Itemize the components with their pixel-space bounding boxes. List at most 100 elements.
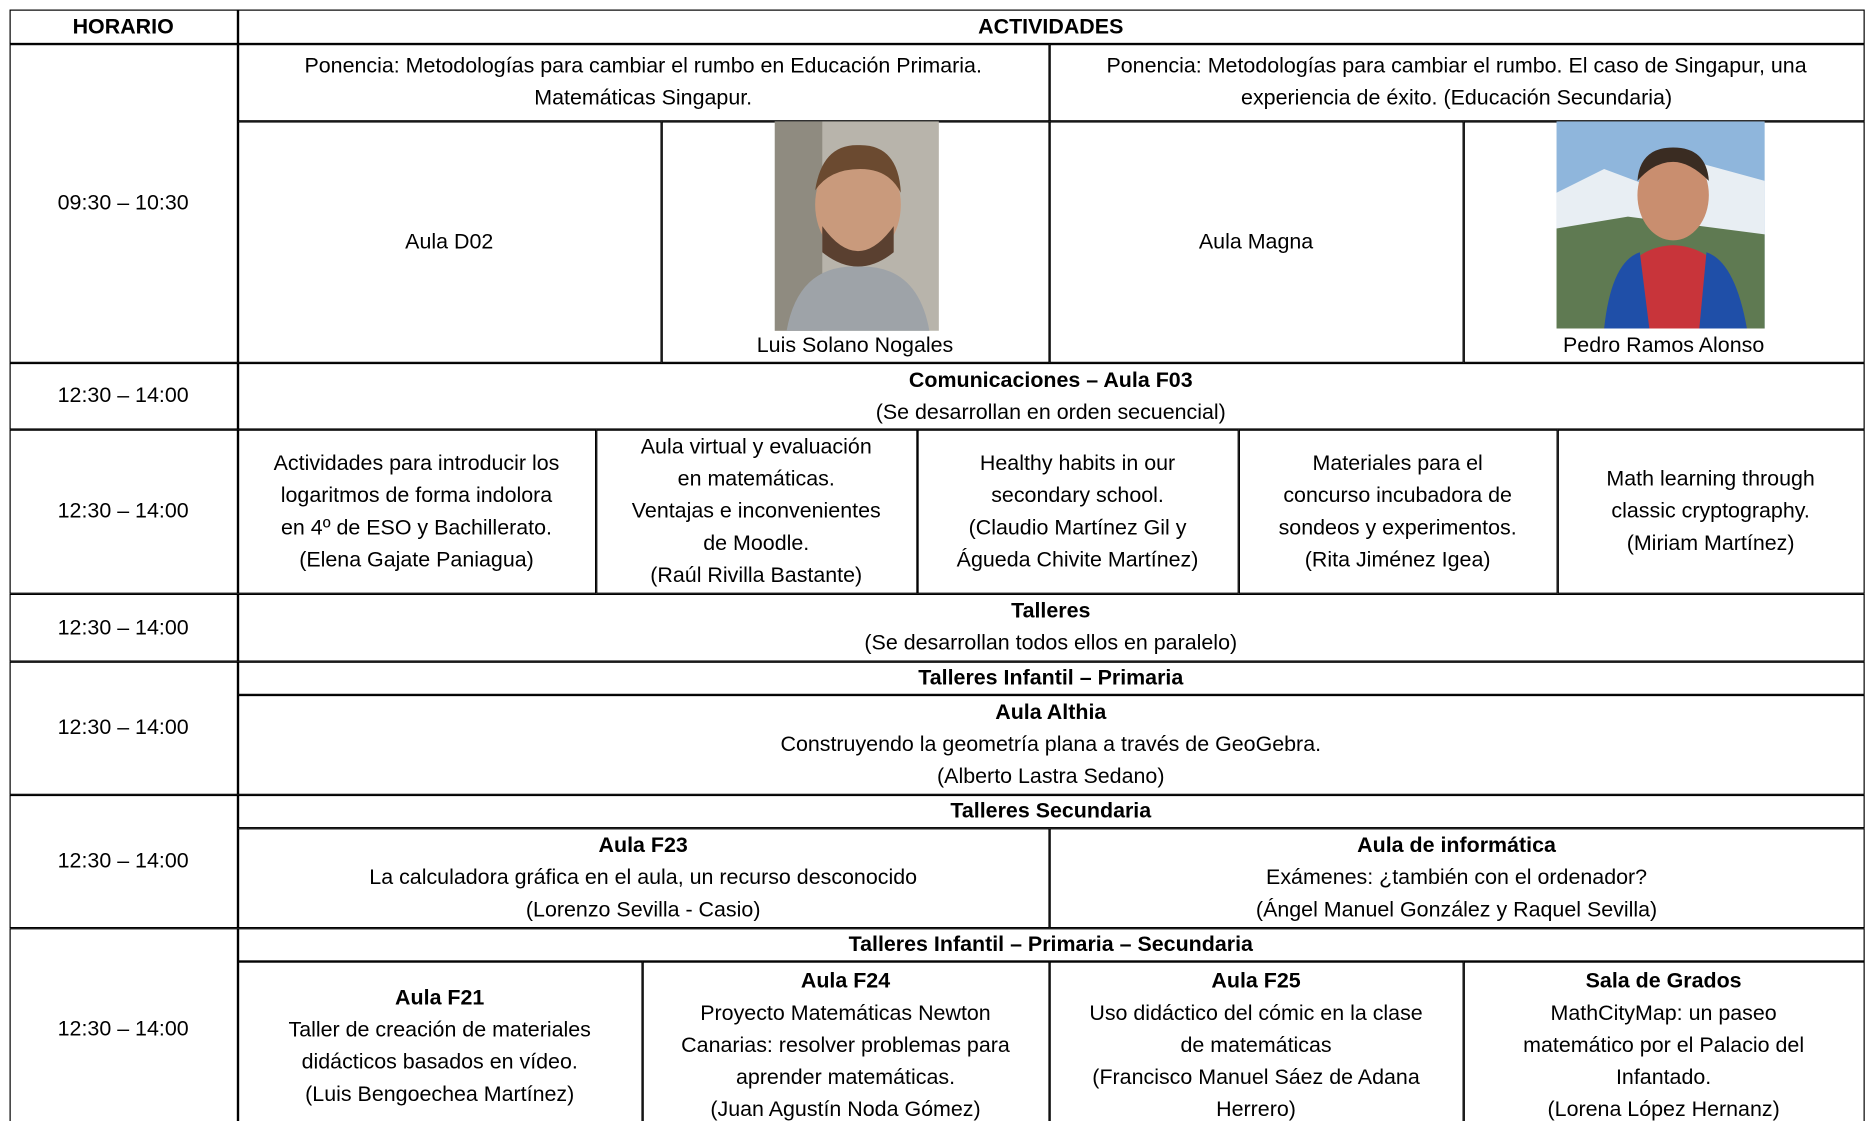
workshop-text: de matemáticas [1180, 1032, 1332, 1057]
table-cell: Actividades para introducir los logaritmo… [237, 428, 596, 594]
workshop-text: (Luis Bengoechea Martínez) [305, 1081, 575, 1105]
communication: (Raúl Rivilla Bastante) [650, 562, 863, 587]
communication: (Rita Jiménez Igea) [1304, 546, 1491, 571]
room: Aula F21 [395, 984, 485, 1009]
time-cell: 12:30 – 14:00 [8, 428, 238, 594]
time-cell: 12:30 – 14:00 [8, 661, 238, 795]
workshop-text: aprender matemáticas. [735, 1065, 956, 1089]
communication: sondeos y experimentos. [1278, 514, 1517, 539]
talk-title: experiencia de éxito. (Educación Secunda… [1241, 85, 1673, 110]
room: Aula F24 [800, 968, 891, 993]
communication: en 4º de ESO y Bachillerato. [281, 514, 552, 539]
column-header: HORARIO [72, 13, 174, 38]
table-cell: Aula Magna [1048, 120, 1464, 363]
workshop-text: MathCityMap: un paseo [1550, 1000, 1777, 1025]
communication: Aula virtual y evaluación [640, 434, 872, 459]
table-cell: Ponencia: Metodologías para cambiar el r… [237, 43, 1049, 121]
table-cell: Talleres (Se desarrollan todos ellos en p… [237, 593, 1865, 662]
section-title: Talleres Infantil – Primaria – Secundari… [848, 931, 1253, 956]
table-cell: Aula F24 Proyecto Matemáticas Newton Canar… [642, 960, 1049, 1121]
time-slot: 09:30 – 10:30 [57, 190, 189, 215]
talk-title: Ponencia: Metodologías para cambiar el r… [1106, 53, 1807, 78]
section-note: (Se desarrollan todos ellos en paralelo) [864, 630, 1238, 655]
table-cell: Aula virtual y evaluación en matemáticas.… [595, 428, 917, 594]
time-cell: 12:30 – 14:00 [8, 362, 238, 429]
speaker-name: Luis Solano Nogales [756, 332, 954, 357]
workshop-text: (Ángel Manuel González y Raquel Sevilla) [1255, 897, 1658, 922]
communication: Águeda Chivite Martínez) [956, 546, 1199, 571]
table-cell: Healthy habits in our secondary school. (C… [916, 428, 1239, 594]
room: Aula Magna [1198, 229, 1314, 253]
time-cell: 09:30 – 10:30 [8, 43, 238, 363]
header-cell: ACTIVIDADES [237, 8, 1865, 44]
time-slot: 12:30 – 14:00 [57, 848, 189, 873]
table-cell: Aula D02 [237, 120, 662, 363]
workshop-text: Proyecto Matemáticas Newton [700, 1000, 991, 1025]
table-cell: Comunicaciones – Aula F03 (Se desarrollan… [237, 362, 1865, 429]
table-cell: Math learning through classic cryptograph… [1557, 428, 1865, 594]
column-header: ACTIVIDADES [978, 13, 1124, 38]
communication: de Moodle. [703, 530, 810, 555]
workshop-text: (Francisco Manuel Sáez de Adana [1092, 1065, 1420, 1089]
workshop-text: (Lorenzo Sevilla - Casio) [525, 897, 761, 922]
workshop-text: La calculadora gráfica en el aula, un re… [369, 865, 918, 889]
table-cell: Aula F21 Taller de creación de materiales… [237, 960, 643, 1121]
section-title: Talleres Infantil – Primaria [918, 665, 1184, 690]
room: Aula F23 [598, 833, 688, 857]
header-cell: HORARIO [8, 8, 238, 44]
table-cell: Aula F23 La calculadora gráfica en el aul… [237, 827, 1049, 928]
room: Sala de Grados [1585, 968, 1742, 993]
workshop-text: Exámenes: ¿también con el ordenador? [1266, 865, 1648, 889]
speaker-name: Pedro Ramos Alonso [1563, 332, 1765, 357]
communication: (Elena Gajate Paniagua) [299, 546, 534, 571]
communication: (Claudio Martínez Gil y [968, 514, 1187, 539]
workshop-text: (Lorena López Hernanz) [1547, 1097, 1780, 1121]
workshop-text: didácticos basados en vídeo. [301, 1048, 578, 1073]
time-slot: 12:30 – 14:00 [57, 1016, 189, 1041]
workshop-text: Construyendo la geometría plana a través… [780, 731, 1322, 756]
communication: concurso incubadora de [1283, 482, 1512, 507]
time-slot: 12:30 – 14:00 [57, 715, 189, 739]
table-cell: Pedro Ramos Alonso [1463, 120, 1865, 363]
section-title: Comunicaciones – Aula F03 [908, 367, 1193, 391]
table-cell: Aula Althia Construyendo la geometría pla… [237, 694, 1865, 795]
communication: en matemáticas. [677, 466, 835, 491]
communication: Actividades para introducir los [273, 450, 560, 475]
communication: logaritmos de forma indolora [280, 482, 553, 507]
workshop-text: Canarias: resolver problemas para [681, 1032, 1010, 1057]
workshop-text: (Alberto Lastra Sedano) [937, 763, 1165, 788]
communication: Ventajas e inconvenientes [631, 498, 881, 523]
room: Aula F25 [1211, 968, 1301, 993]
table-cell: Talleres Infantil – Primaria [237, 661, 1865, 695]
talk-title: Matemáticas Singapur. [534, 85, 753, 110]
table-cell: Sala de Grados MathCityMap: un paseo matem… [1463, 960, 1865, 1121]
communication: (Miriam Martínez) [1626, 530, 1795, 555]
table-cell: Materiales para el concurso incubadora de… [1238, 428, 1558, 594]
section-note: (Se desarrollan en orden secuencial) [875, 399, 1226, 424]
section-title: Talleres [1011, 598, 1091, 623]
time-cell: 12:30 – 14:00 [8, 927, 238, 1121]
workshop-text: Taller de creación de materiales [288, 1016, 591, 1041]
communication: Materiales para el [1312, 450, 1483, 475]
workshop-text: Uso didáctico del cómic en la clase [1089, 1000, 1423, 1025]
communication: secondary school. [991, 482, 1164, 507]
talk-title: Ponencia: Metodologías para cambiar el r… [304, 53, 982, 78]
communication: Healthy habits in our [979, 450, 1176, 475]
communication: Math learning through [1606, 466, 1815, 491]
time-slot: 12:30 – 14:00 [57, 614, 189, 639]
table-cell: Aula de informática Exámenes: ¿también co… [1048, 827, 1865, 928]
workshop-text: (Juan Agustín Noda Gómez) [710, 1097, 981, 1121]
section-title: Talleres Secundaria [950, 798, 1152, 823]
speaker-photo [1556, 121, 1765, 329]
table-cell: Talleres Secundaria [237, 794, 1865, 828]
workshop-text: matemático por el Palacio del [1523, 1032, 1805, 1057]
time-cell: 12:30 – 14:00 [8, 794, 238, 928]
time-slot: 12:30 – 14:00 [57, 383, 189, 407]
communication: classic cryptography. [1611, 498, 1810, 523]
table-cell: Luis Solano Nogales [661, 120, 1049, 363]
room: Aula D02 [405, 229, 494, 253]
speaker-photo [774, 121, 939, 331]
table-cell: Talleres Infantil – Primaria – Secundari… [237, 927, 1865, 961]
time-cell: 12:30 – 14:00 [8, 593, 238, 662]
